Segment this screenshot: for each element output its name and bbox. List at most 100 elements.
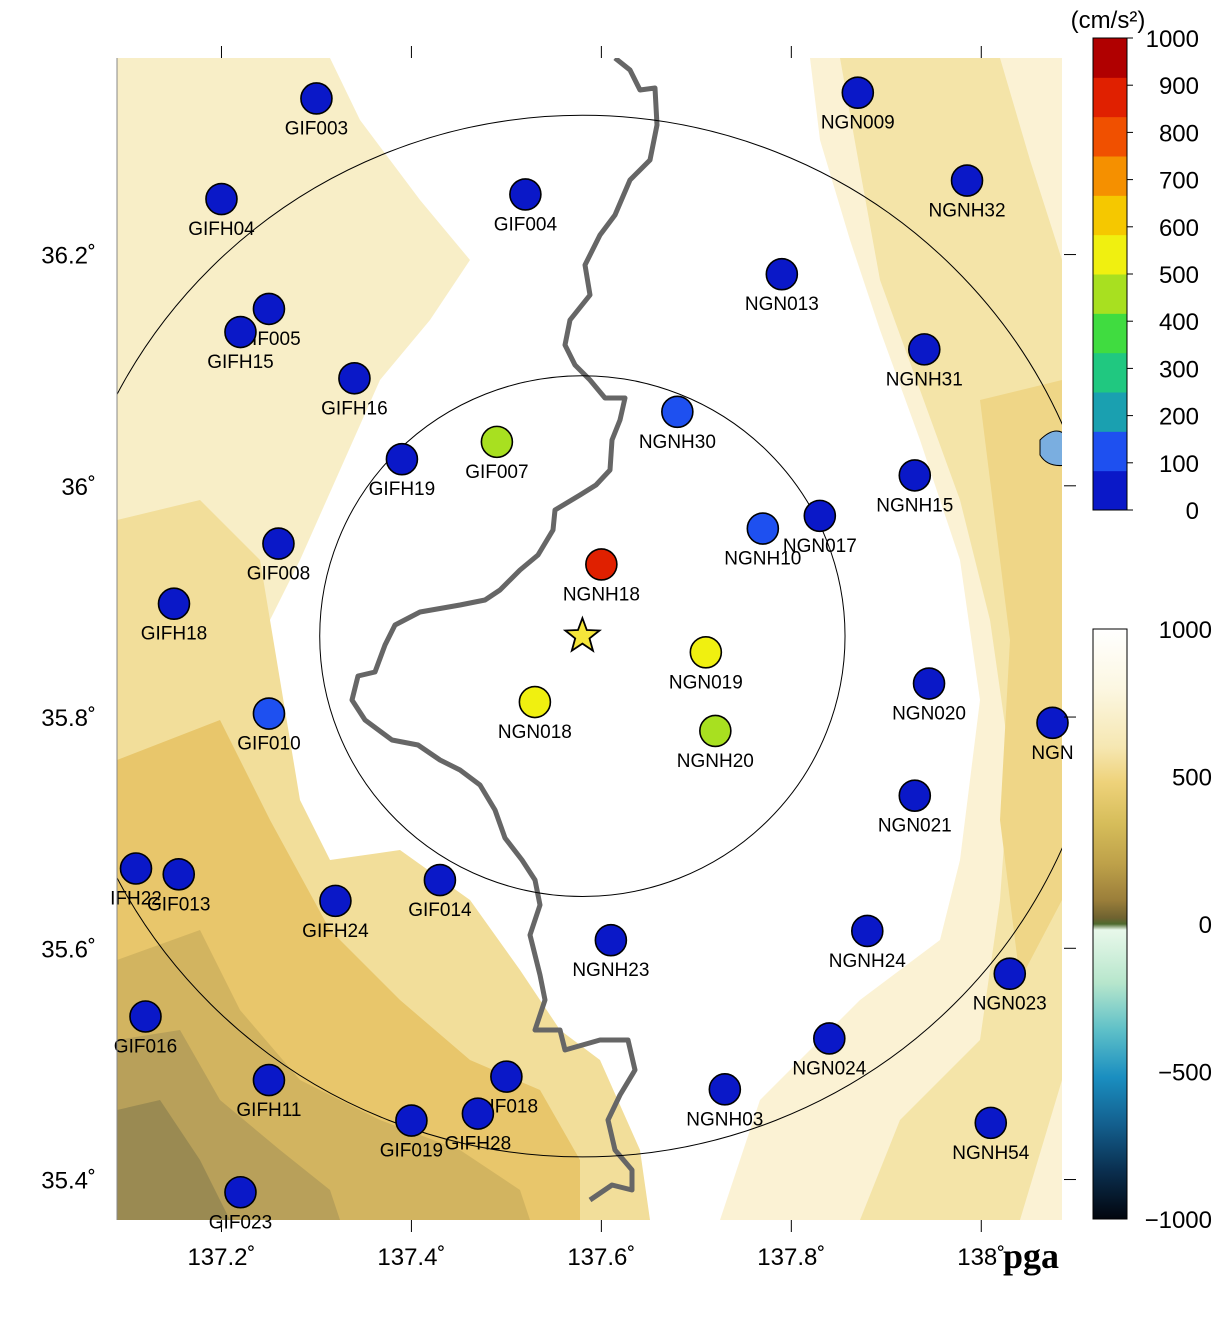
- distance-circles: [117, 114, 1062, 1158]
- corner-label-pga: pga: [1003, 1236, 1059, 1276]
- topo-colorbar-label: 500: [1172, 765, 1212, 792]
- station-label: NGNH23: [572, 960, 649, 981]
- station-gif008[interactable]: GIF008: [247, 527, 310, 585]
- station-label: NGN024: [792, 1058, 866, 1079]
- station-gif016[interactable]: GIF016: [114, 1000, 177, 1058]
- station-marker: [319, 884, 352, 918]
- station-gifh15[interactable]: GIFH15: [207, 315, 274, 374]
- station-ngnh30[interactable]: NGNH30: [639, 395, 716, 453]
- station-marker: [385, 442, 419, 476]
- station-label: NGNH30: [639, 432, 716, 453]
- station-label: GIF014: [408, 900, 472, 921]
- axis-ticks: 137.2˚ 137.4˚ 137.6˚ 137.8˚ 138˚ 35.4˚ 35.6˚ 35…: [41, 46, 1076, 1271]
- distance-circle-2: [117, 114, 1062, 1158]
- station-ngn013[interactable]: NGN013: [745, 257, 819, 316]
- pga-colorbar-swatch: [1093, 313, 1127, 354]
- station-marker: [594, 923, 628, 957]
- station-marker: [224, 1175, 257, 1209]
- pga-colorbar-label: 500: [1159, 262, 1199, 289]
- x-tick-label: 137.2˚: [187, 1244, 255, 1271]
- station-gifh11[interactable]: GIFH11: [236, 1063, 302, 1122]
- station-marker: [585, 548, 618, 581]
- pga-colorbar-swatch: [1093, 38, 1127, 78]
- station-gif010[interactable]: GIF010: [237, 697, 301, 755]
- station-ngnh54[interactable]: NGNH54: [952, 1106, 1030, 1164]
- station-ngn018[interactable]: NGN018: [498, 685, 572, 744]
- pga-colorbar-swatch: [1093, 234, 1127, 275]
- station-gif013[interactable]: GIF013: [147, 857, 210, 916]
- station-label: GIF016: [114, 1037, 177, 1058]
- pga-colorbar-label: 300: [1159, 356, 1199, 383]
- station-marker: [224, 315, 257, 349]
- station-ngn009[interactable]: NGN009: [821, 76, 895, 134]
- pga-colorbar-swatch: [1093, 431, 1127, 472]
- station-ngn017[interactable]: NGN017: [783, 499, 857, 557]
- station-marker: [689, 635, 723, 669]
- pga-colorbar-label: 900: [1159, 73, 1199, 100]
- pga-colorbar-swatch: [1093, 352, 1127, 393]
- station-label: IFH22: [110, 889, 162, 910]
- station-label: NGNH20: [677, 751, 754, 772]
- station-gifh04[interactable]: GIFH04: [188, 182, 255, 241]
- station-gif003[interactable]: GIF003: [285, 82, 348, 140]
- station-gifh28[interactable]: GIFH28: [445, 1097, 512, 1155]
- x-tick-label: 137.8˚: [757, 1244, 825, 1271]
- station-ngnh18[interactable]: NGNH18: [563, 548, 640, 606]
- station-label: NGNH54: [952, 1143, 1030, 1164]
- station-marker: [252, 1063, 286, 1097]
- station-marker: [708, 1073, 742, 1106]
- pga-colorbar-label: 1000: [1146, 26, 1199, 53]
- y-tick-label: 36.2˚: [41, 243, 96, 270]
- station-ngnh15[interactable]: NGNH15: [876, 459, 953, 517]
- station-label: NGN017: [783, 536, 857, 557]
- station-ngnh24[interactable]: NGNH24: [829, 914, 907, 972]
- topo-colorbar-label: −1000: [1145, 1207, 1212, 1234]
- station-marker: [338, 361, 371, 395]
- station-label: NGN023: [973, 994, 1047, 1015]
- station-label: NGNH18: [563, 584, 640, 605]
- x-tick-label: 138˚: [957, 1244, 1005, 1271]
- station-label: GIF013: [147, 894, 210, 915]
- topo-colorbar-label: −500: [1158, 1060, 1212, 1087]
- station-marker: [898, 459, 932, 492]
- station-label: NGN: [1031, 743, 1073, 764]
- station-marker: [803, 499, 837, 533]
- station-gif023[interactable]: GIF023: [209, 1175, 272, 1234]
- station-marker: [898, 779, 932, 812]
- station-ngn020[interactable]: NGN020: [892, 667, 966, 725]
- x-tick-label: 137.4˚: [377, 1244, 445, 1271]
- station-ngn019[interactable]: NGN019: [669, 635, 743, 694]
- station-markers: GIF003 NGN009 GIFH04 GIF004 NGNH32 NGN013 GIF0…: [110, 76, 1074, 1234]
- station-marker: [252, 292, 286, 326]
- station-gif007[interactable]: GIF007: [465, 425, 529, 483]
- station-ngn023[interactable]: NGN023: [973, 957, 1047, 1015]
- station-marker: [490, 1060, 523, 1093]
- station-gif004[interactable]: GIF004: [494, 178, 558, 236]
- station-ngnh20[interactable]: NGNH20: [677, 714, 754, 772]
- station-label: NGN009: [821, 113, 895, 134]
- epicenter-star-shape: [562, 615, 602, 653]
- y-tick-label: 35.8˚: [41, 705, 96, 732]
- station-ngnh23[interactable]: NGNH23: [572, 923, 649, 982]
- station-label: NGN013: [745, 294, 819, 315]
- station-marker: [765, 257, 799, 291]
- station-ifh22[interactable]: IFH22: [110, 852, 162, 910]
- station-label: GIF003: [285, 118, 348, 139]
- station-gifh16[interactable]: GIFH16: [321, 361, 388, 420]
- station-ngnh32[interactable]: NGNH32: [928, 164, 1006, 222]
- station-gif019[interactable]: GIF019: [380, 1104, 443, 1162]
- station-gifh24[interactable]: GIFH24: [302, 884, 369, 942]
- station-marker: [395, 1104, 428, 1137]
- station-marker: [461, 1097, 495, 1130]
- station-ngn024[interactable]: NGN024: [792, 1022, 867, 1080]
- station-ngnh03[interactable]: NGNH03: [686, 1073, 763, 1131]
- station-ngn021[interactable]: NGN021: [878, 779, 952, 837]
- station-gifh18[interactable]: GIFH18: [141, 587, 208, 645]
- station-gif014[interactable]: GIF014: [408, 863, 472, 922]
- station-ngn[interactable]: NGN: [1031, 706, 1074, 764]
- station-gifh19[interactable]: GIFH19: [369, 442, 436, 501]
- station-marker: [423, 863, 457, 897]
- station-ngnh31[interactable]: NGNH31: [886, 333, 963, 391]
- station-label: NGNH10: [724, 549, 801, 570]
- station-ngnh10[interactable]: NGNH10: [724, 512, 801, 570]
